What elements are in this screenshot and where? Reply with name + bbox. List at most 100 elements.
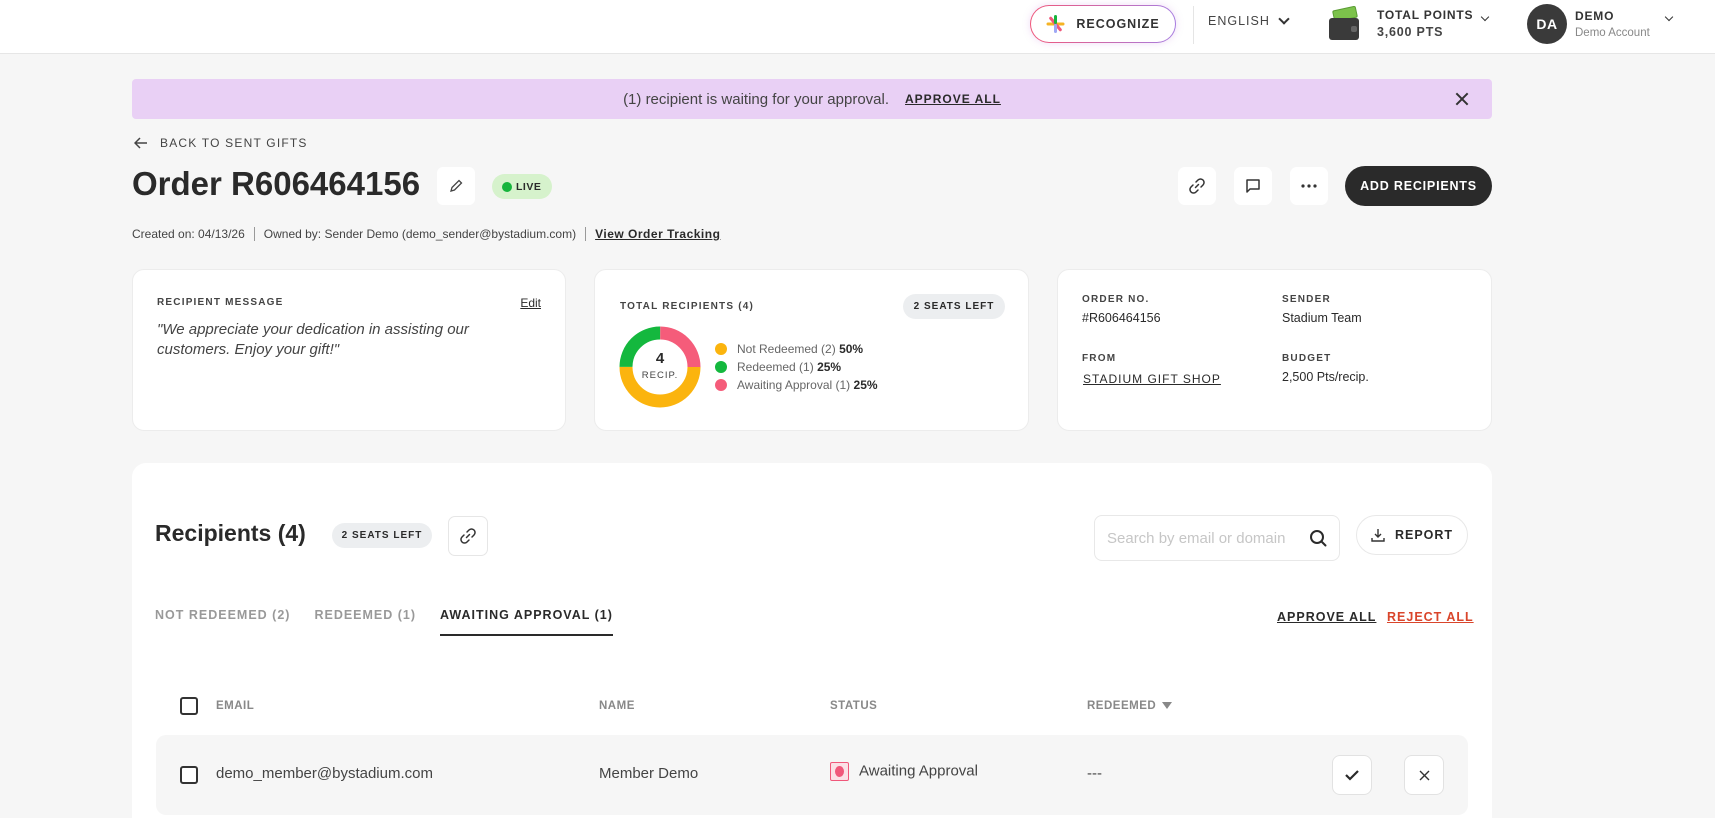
recipients-panel: Recipients (4) 2 SEATS LEFT REPORT NOT R… — [132, 463, 1492, 818]
tab-redeemed[interactable]: REDEEMED (1) — [314, 608, 417, 622]
legend-pct: 25% — [853, 378, 878, 392]
chevron-down-icon[interactable] — [1480, 12, 1490, 22]
edit-message-link[interactable]: Edit — [520, 296, 541, 310]
download-icon — [1371, 529, 1385, 542]
legend-dot-icon — [715, 379, 727, 391]
total-points[interactable]: TOTAL POINTS 3,600 PTS — [1377, 7, 1473, 41]
recipients-legend: Not Redeemed (2) 50% Redeemed (1) 25% Aw… — [715, 340, 878, 394]
banner-approve-all-link[interactable]: APPROVE ALL — [905, 92, 1001, 106]
user-name: DEMO — [1575, 9, 1615, 23]
legend-item-redeemed: Redeemed (1) 25% — [715, 358, 878, 376]
divider — [253, 227, 255, 241]
search-input[interactable] — [1107, 529, 1297, 547]
seats-left-badge: 2 SEATS LEFT — [903, 294, 1005, 319]
approve-all-link[interactable]: APPROVE ALL — [1277, 610, 1377, 624]
comment-icon — [1246, 179, 1260, 193]
recipient-message-label: RECIPIENT MESSAGE — [157, 297, 284, 308]
select-all-checkbox[interactable] — [180, 697, 198, 715]
view-order-tracking-link[interactable]: View Order Tracking — [595, 227, 721, 241]
avatar[interactable]: DA — [1527, 4, 1567, 44]
report-button[interactable]: REPORT — [1356, 515, 1468, 555]
user-account: Demo Account — [1575, 27, 1650, 39]
approval-banner: (1) recipient is waiting for your approv… — [132, 79, 1492, 119]
legend-item-awaiting-approval: Awaiting Approval (1) 25% — [715, 376, 878, 394]
legend-dot-icon — [715, 343, 727, 355]
owned-by: Owned by: Sender Demo (demo_sender@bysta… — [263, 227, 577, 241]
top-bar: RECOGNIZE ENGLISH TOTAL POINTS 3,600 PTS… — [0, 0, 1715, 54]
reject-all-link[interactable]: REJECT ALL — [1387, 610, 1474, 624]
row-name: Member Demo — [599, 765, 699, 782]
awaiting-status-icon — [830, 762, 849, 781]
user-menu[interactable]: DEMO Demo Account — [1575, 8, 1650, 42]
copy-invite-link-button[interactable] — [448, 516, 488, 556]
order-meta: Created on: 04/13/26 Owned by: Sender De… — [132, 227, 720, 241]
column-header-redeemed[interactable]: REDEEMED — [1087, 700, 1173, 712]
created-on: Created on: 04/13/26 — [132, 227, 245, 241]
back-to-sent-gifts-link[interactable]: BACK TO SENT GIFTS — [134, 136, 308, 150]
comment-button[interactable] — [1234, 167, 1272, 205]
row-status-label: Awaiting Approval — [859, 762, 978, 780]
row-redeemed: --- — [1087, 765, 1102, 782]
sender-label: SENDER — [1282, 294, 1331, 305]
divider — [585, 227, 587, 241]
add-recipients-button[interactable]: ADD RECIPIENTS — [1345, 166, 1492, 206]
edit-title-button[interactable] — [437, 167, 475, 205]
legend-label: Redeemed (1) — [737, 360, 814, 374]
more-horizontal-icon — [1301, 184, 1317, 188]
tab-not-redeemed[interactable]: NOT REDEEMED (2) — [155, 608, 291, 622]
copy-link-button[interactable] — [1178, 167, 1216, 205]
sender: Stadium Team — [1282, 311, 1362, 325]
budget-label: BUDGET — [1282, 353, 1332, 364]
points-label: TOTAL POINTS — [1377, 8, 1474, 22]
close-icon — [1419, 770, 1429, 780]
pencil-icon — [450, 179, 463, 192]
chevron-down-icon[interactable] — [1664, 12, 1674, 22]
seats-left-badge: 2 SEATS LEFT — [332, 523, 432, 548]
link-icon — [460, 528, 476, 544]
chevron-down-icon — [1278, 13, 1290, 25]
status-badge: LIVE — [492, 174, 553, 199]
banner-message: (1) recipient is waiting for your approv… — [623, 90, 890, 108]
recognize-star-icon — [1046, 15, 1065, 33]
divider — [1193, 6, 1194, 44]
recognize-button[interactable]: RECOGNIZE — [1030, 5, 1176, 43]
column-header-email: EMAIL — [216, 700, 255, 712]
page-title: Order R606464156 — [132, 165, 421, 202]
report-label: REPORT — [1394, 528, 1454, 542]
row-checkbox[interactable] — [180, 766, 198, 784]
language-selector[interactable]: ENGLISH — [1208, 13, 1290, 28]
legend-dot-icon — [715, 361, 727, 373]
legend-label: Not Redeemed (2) — [737, 342, 836, 356]
check-icon — [1345, 770, 1359, 781]
tab-awaiting-approval[interactable]: AWAITING APPROVAL (1) — [440, 608, 613, 636]
legend-label: Awaiting Approval (1) — [737, 378, 851, 392]
reject-button[interactable] — [1404, 755, 1444, 795]
link-icon — [1189, 178, 1205, 194]
from-store-link[interactable]: STADIUM GIFT SHOP — [1083, 372, 1221, 386]
donut-label: RECIP. — [641, 370, 679, 381]
from-label: FROM — [1082, 353, 1117, 364]
more-options-button[interactable] — [1290, 167, 1328, 205]
language-label: ENGLISH — [1208, 14, 1270, 28]
row-status: Awaiting Approval — [830, 762, 978, 781]
close-icon[interactable] — [1454, 91, 1470, 107]
row-email: demo_member@bystadium.com — [216, 765, 433, 782]
recipients-donut-chart: 4 RECIP. — [619, 326, 701, 408]
approve-button[interactable] — [1332, 755, 1372, 795]
budget: 2,500 Pts/recip. — [1282, 370, 1369, 384]
points-value: 3,600 PTS — [1377, 25, 1444, 39]
status-badge-label: LIVE — [516, 180, 542, 193]
column-header-status: STATUS — [830, 700, 878, 712]
recipient-message-card: RECIPIENT MESSAGE Edit "We appreciate yo… — [132, 269, 566, 431]
live-dot-icon — [502, 181, 512, 192]
search-icon[interactable] — [1309, 529, 1327, 547]
recipient-tabs: NOT REDEEMED (2) REDEEMED (1) AWAITING A… — [155, 608, 613, 636]
recognize-label: RECOGNIZE — [1076, 17, 1160, 31]
legend-pct: 50% — [839, 342, 864, 356]
order-info-card: ORDER NO. #R606464156 SENDER Stadium Tea… — [1057, 269, 1492, 431]
search-box — [1094, 515, 1340, 561]
total-recipients-label: TOTAL RECIPIENTS (4) — [620, 301, 755, 312]
arrow-left-icon — [134, 137, 147, 149]
order-no: #R606464156 — [1082, 311, 1161, 325]
wallet-icon — [1329, 5, 1361, 40]
